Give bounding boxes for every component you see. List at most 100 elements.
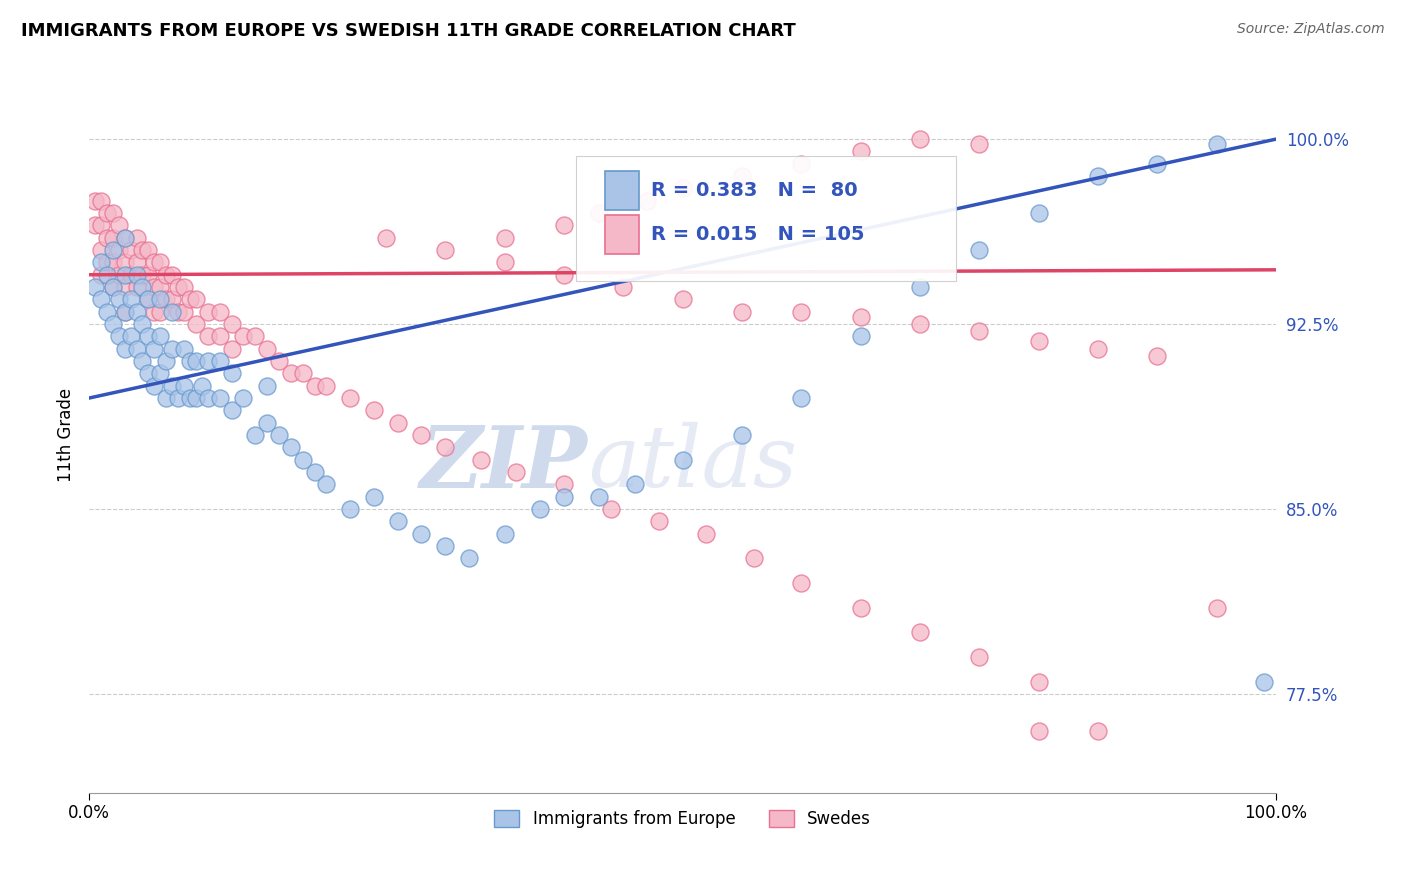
Point xyxy=(908,132,931,146)
Point xyxy=(1028,334,1050,349)
Point xyxy=(96,268,118,282)
Point xyxy=(184,317,207,331)
Point xyxy=(208,329,231,343)
Point xyxy=(267,428,290,442)
Point xyxy=(160,268,183,282)
Point xyxy=(221,317,243,331)
Point xyxy=(1028,674,1050,689)
Point xyxy=(494,231,516,245)
Point xyxy=(849,145,872,159)
Point xyxy=(671,181,693,195)
Point xyxy=(588,490,610,504)
Point xyxy=(221,403,243,417)
Point xyxy=(167,391,190,405)
Point xyxy=(648,514,671,528)
Point xyxy=(155,293,177,307)
Point xyxy=(1205,136,1227,151)
Point xyxy=(131,243,153,257)
Point xyxy=(553,219,575,233)
Point xyxy=(155,268,177,282)
Point xyxy=(612,280,634,294)
Point xyxy=(149,293,172,307)
Point xyxy=(1146,349,1168,363)
Point xyxy=(160,342,183,356)
Point xyxy=(101,206,124,220)
Point xyxy=(114,231,136,245)
Point xyxy=(849,310,872,324)
Point xyxy=(731,169,754,183)
Point xyxy=(107,329,129,343)
Point xyxy=(107,219,129,233)
Point xyxy=(969,243,991,257)
Point xyxy=(339,391,361,405)
Point xyxy=(908,625,931,640)
Legend: Immigrants from Europe, Swedes: Immigrants from Europe, Swedes xyxy=(488,803,877,834)
Point xyxy=(125,280,148,294)
Point xyxy=(197,354,219,368)
Point xyxy=(184,354,207,368)
Point xyxy=(790,157,813,171)
Y-axis label: 11th Grade: 11th Grade xyxy=(58,388,75,482)
Point xyxy=(101,317,124,331)
Point xyxy=(315,477,337,491)
Point xyxy=(96,231,118,245)
Point xyxy=(374,231,396,245)
Point xyxy=(245,329,267,343)
Point xyxy=(179,354,201,368)
Point xyxy=(114,304,136,318)
Point xyxy=(291,367,314,381)
Text: atlas: atlas xyxy=(588,422,797,505)
Point xyxy=(197,391,219,405)
Point xyxy=(1028,724,1050,739)
Point xyxy=(160,293,183,307)
Point xyxy=(138,293,160,307)
Point xyxy=(280,441,302,455)
Point xyxy=(120,268,142,282)
Point xyxy=(339,502,361,516)
Point xyxy=(155,354,177,368)
Point xyxy=(790,304,813,318)
Point xyxy=(291,452,314,467)
Point xyxy=(160,304,183,318)
Point xyxy=(125,255,148,269)
Point xyxy=(84,219,107,233)
Point xyxy=(232,329,254,343)
Text: ZIP: ZIP xyxy=(420,422,588,506)
Point xyxy=(908,280,931,294)
Point xyxy=(101,231,124,245)
Point xyxy=(1028,206,1050,220)
Point xyxy=(208,354,231,368)
Point xyxy=(101,280,124,294)
Point xyxy=(143,378,166,392)
Point xyxy=(695,526,717,541)
Point xyxy=(107,268,129,282)
Point xyxy=(149,304,172,318)
Point xyxy=(173,342,195,356)
Point xyxy=(138,329,160,343)
Point xyxy=(90,268,112,282)
Point xyxy=(245,428,267,442)
Point xyxy=(208,304,231,318)
FancyBboxPatch shape xyxy=(606,215,638,254)
Point xyxy=(143,304,166,318)
Point xyxy=(221,342,243,356)
Point xyxy=(149,255,172,269)
Point xyxy=(600,502,623,516)
Point xyxy=(1205,600,1227,615)
Point xyxy=(90,194,112,208)
Point xyxy=(411,428,433,442)
Point xyxy=(849,329,872,343)
Point xyxy=(96,206,118,220)
Point xyxy=(184,293,207,307)
Point xyxy=(138,293,160,307)
Point xyxy=(197,304,219,318)
Point xyxy=(131,268,153,282)
Point xyxy=(179,391,201,405)
Point xyxy=(191,378,214,392)
Point xyxy=(256,342,278,356)
Point xyxy=(790,391,813,405)
Point xyxy=(197,329,219,343)
Point xyxy=(155,391,177,405)
Point xyxy=(107,293,129,307)
Point xyxy=(114,268,136,282)
